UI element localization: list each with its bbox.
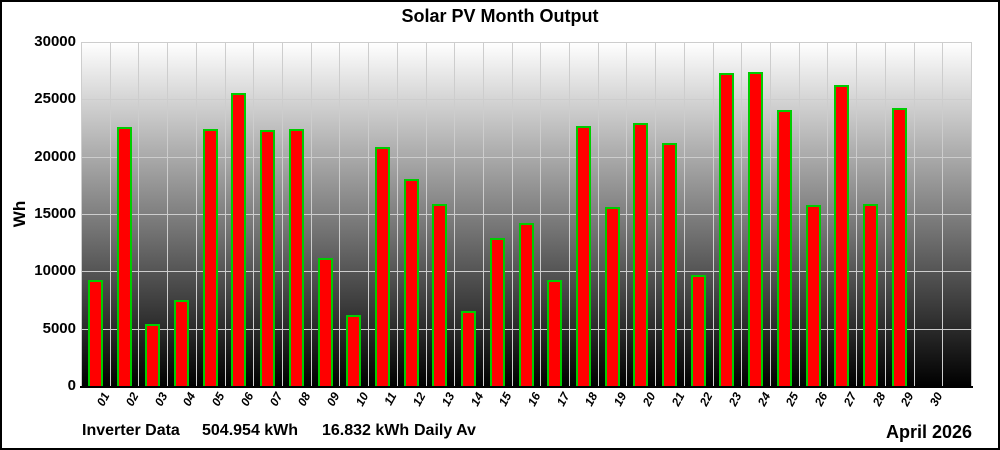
y-tick-label: 0	[67, 377, 76, 394]
bar-day-15	[489, 238, 505, 386]
bar-day-19	[604, 207, 620, 386]
bar-day-22	[690, 275, 706, 386]
x-tick-label: 21	[668, 390, 687, 409]
bar-day-06	[231, 93, 247, 386]
footer-daily-average-kwh: 16.832 kWh	[322, 422, 410, 439]
grid-line-horizontal	[81, 214, 971, 215]
x-tick-label: 10	[352, 390, 372, 409]
x-tick-label: 15	[496, 390, 515, 409]
x-tick-label: 20	[639, 390, 659, 409]
grid-line-horizontal	[81, 99, 971, 101]
bar-day-04	[173, 300, 189, 386]
grid-line-vertical	[971, 42, 972, 386]
bar-day-10	[346, 315, 362, 386]
bar-day-16	[518, 223, 534, 386]
footer-source-label: Inverter Data	[82, 422, 180, 439]
footer-total-kwh: 504.954 kWh	[202, 422, 299, 439]
x-tick-label: 06	[237, 390, 257, 409]
bar-day-27	[834, 85, 850, 386]
footer-month-label: April 2026	[885, 422, 972, 442]
bar-day-13	[432, 204, 448, 386]
x-tick-label: 23	[725, 390, 745, 409]
x-tick-label: 11	[381, 390, 400, 408]
bar-day-01	[87, 280, 103, 386]
x-tick-label: 16	[524, 390, 544, 409]
x-tick-label: 24	[754, 390, 774, 409]
x-tick-label: 08	[295, 390, 314, 409]
bar-day-26	[805, 205, 821, 386]
y-tick-label: 30000	[34, 33, 76, 50]
bar-day-29	[891, 108, 907, 386]
x-tick-label: 07	[266, 390, 285, 409]
bar-day-09	[317, 258, 333, 386]
x-tick-label: 27	[840, 390, 860, 409]
x-tick-label: 28	[869, 390, 888, 409]
chart-title: Solar PV Month Output	[401, 6, 599, 26]
x-tick-label: 30	[926, 390, 946, 409]
x-tick-label: 02	[122, 390, 142, 409]
x-tick-label: 04	[180, 390, 199, 409]
bar-day-24	[748, 72, 764, 386]
bar-day-23	[719, 73, 735, 386]
footer-daily-average-label: Daily Av	[414, 422, 476, 439]
x-tick-label: 01	[94, 390, 113, 409]
bar-day-11	[374, 147, 390, 386]
x-tick-label: 14	[467, 390, 486, 409]
x-tick-label: 18	[582, 390, 601, 409]
bar-day-08	[288, 129, 304, 386]
x-tick-label: 22	[696, 390, 716, 409]
grid-line-horizontal	[81, 42, 971, 43]
x-tick-label: 03	[151, 390, 171, 409]
y-tick-label: 10000	[34, 262, 76, 280]
x-tick-label: 12	[409, 390, 429, 409]
bar-day-21	[662, 143, 678, 386]
bar-day-07	[260, 130, 276, 386]
bar-day-03	[145, 324, 161, 386]
x-tick-label: 19	[610, 390, 630, 409]
y-tick-label: 20000	[34, 147, 76, 165]
x-tick-label: 17	[553, 390, 573, 409]
grid-line-horizontal	[81, 156, 971, 158]
y-tick-label: 5000	[42, 319, 76, 337]
y-tick-label: 15000	[34, 205, 76, 222]
x-tick-label: 29	[897, 390, 917, 409]
x-tick-label: 05	[208, 390, 228, 409]
x-axis-line	[80, 386, 973, 388]
bar-day-12	[403, 179, 419, 386]
bar-day-05	[202, 129, 218, 386]
x-tick-label: 25	[783, 390, 802, 409]
bar-day-20	[633, 123, 649, 386]
bar-day-25	[776, 110, 792, 386]
bar-day-17	[547, 280, 563, 386]
bar-day-02	[116, 127, 132, 386]
bar-day-18	[575, 126, 591, 386]
y-tick-label: 25000	[34, 90, 76, 108]
footer: Inverter Data 504.954 kWh 16.832 kWh Dai…	[2, 422, 998, 446]
bar-day-14	[461, 311, 477, 386]
bar-day-28	[863, 204, 879, 386]
x-tick-label: 26	[811, 390, 831, 409]
x-tick-label: 13	[438, 390, 458, 409]
x-tick-label: 09	[323, 390, 343, 409]
